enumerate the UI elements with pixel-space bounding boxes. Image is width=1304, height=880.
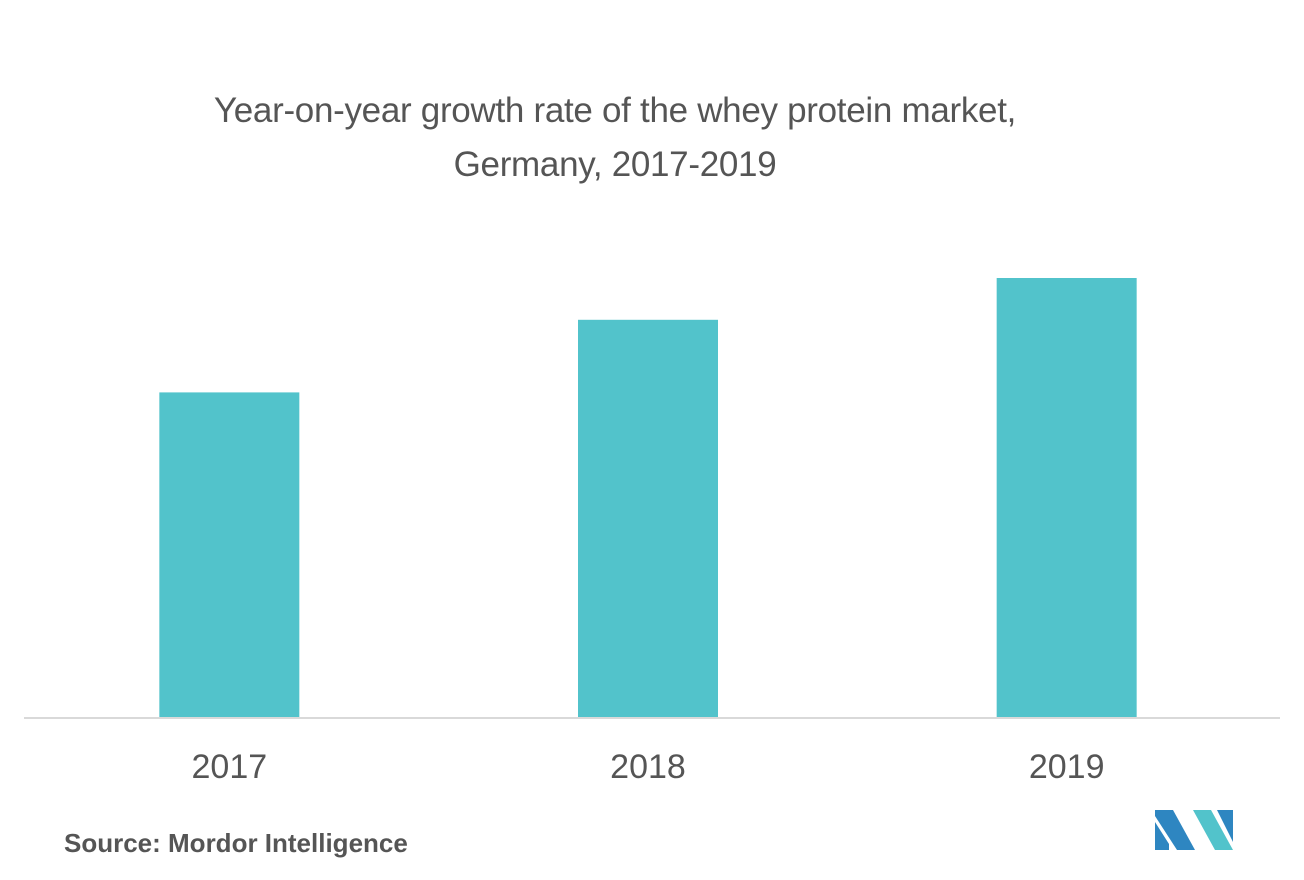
logo-right-shape bbox=[1193, 810, 1233, 850]
logo-left-bar bbox=[1155, 822, 1169, 850]
chart-title: Year-on-year growth rate of the whey pro… bbox=[100, 84, 1130, 192]
x-tick-label-2018: 2018 bbox=[610, 748, 686, 786]
bar-2019 bbox=[996, 278, 1137, 718]
bar-chart: 2017 2018 2019 bbox=[24, 278, 1280, 786]
chart-title-line-2: Germany, 2017-2019 bbox=[453, 145, 777, 184]
bar-2018 bbox=[578, 319, 718, 718]
bars-group bbox=[159, 278, 1137, 718]
logo-right-bar bbox=[1217, 810, 1233, 842]
logo-left-shape bbox=[1155, 810, 1195, 850]
x-tick-label-2017: 2017 bbox=[192, 748, 268, 786]
x-tick-label-2019: 2019 bbox=[1029, 748, 1105, 786]
mordor-intelligence-logo-icon bbox=[1155, 810, 1233, 850]
x-tick-labels: 2017 2018 2019 bbox=[192, 748, 1105, 786]
source-label: Source: Mordor Intelligence bbox=[64, 828, 408, 858]
chart-title-line-1: Year-on-year growth rate of the whey pro… bbox=[213, 91, 1017, 130]
bar-2017 bbox=[159, 392, 300, 718]
